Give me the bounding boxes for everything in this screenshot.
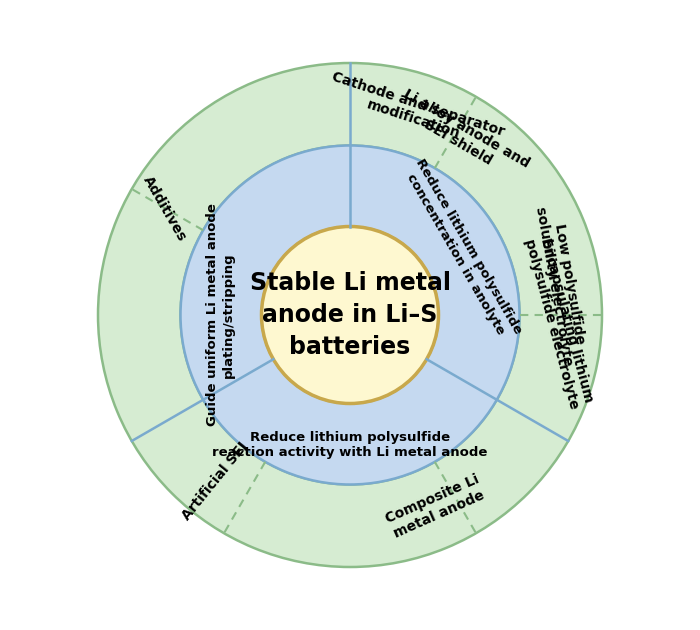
Text: Li alloy anode and
SEI shield: Li alloy anode and SEI shield [393, 87, 531, 185]
Text: Encapsulating lithium
polysulfide electrolyte: Encapsulating lithium polysulfide electr… [522, 234, 596, 411]
Text: Additives: Additives [141, 173, 190, 243]
Text: Reduce lithium polysulfide
reaction activity with Li metal anode: Reduce lithium polysulfide reaction acti… [212, 430, 488, 459]
Text: Cathode and separator
modification: Cathode and separator modification [326, 69, 507, 154]
Text: Guide uniform Li metal anode
plating/stripping: Guide uniform Li metal anode plating/str… [206, 203, 235, 427]
Wedge shape [181, 146, 519, 484]
Text: Low polysulfide
solubility electrolyte: Low polysulfide solubility electrolyte [533, 203, 590, 367]
Text: Stable Li metal
anode in Li–S
batteries: Stable Li metal anode in Li–S batteries [249, 272, 451, 358]
Text: Reduce lithium polysulfide
concentration in anolyte: Reduce lithium polysulfide concentration… [400, 156, 524, 344]
Circle shape [262, 227, 438, 403]
Wedge shape [98, 63, 602, 567]
Text: Composite Li
metal anode: Composite Li metal anode [383, 472, 488, 541]
Text: Artificial SEI: Artificial SEI [180, 439, 251, 523]
